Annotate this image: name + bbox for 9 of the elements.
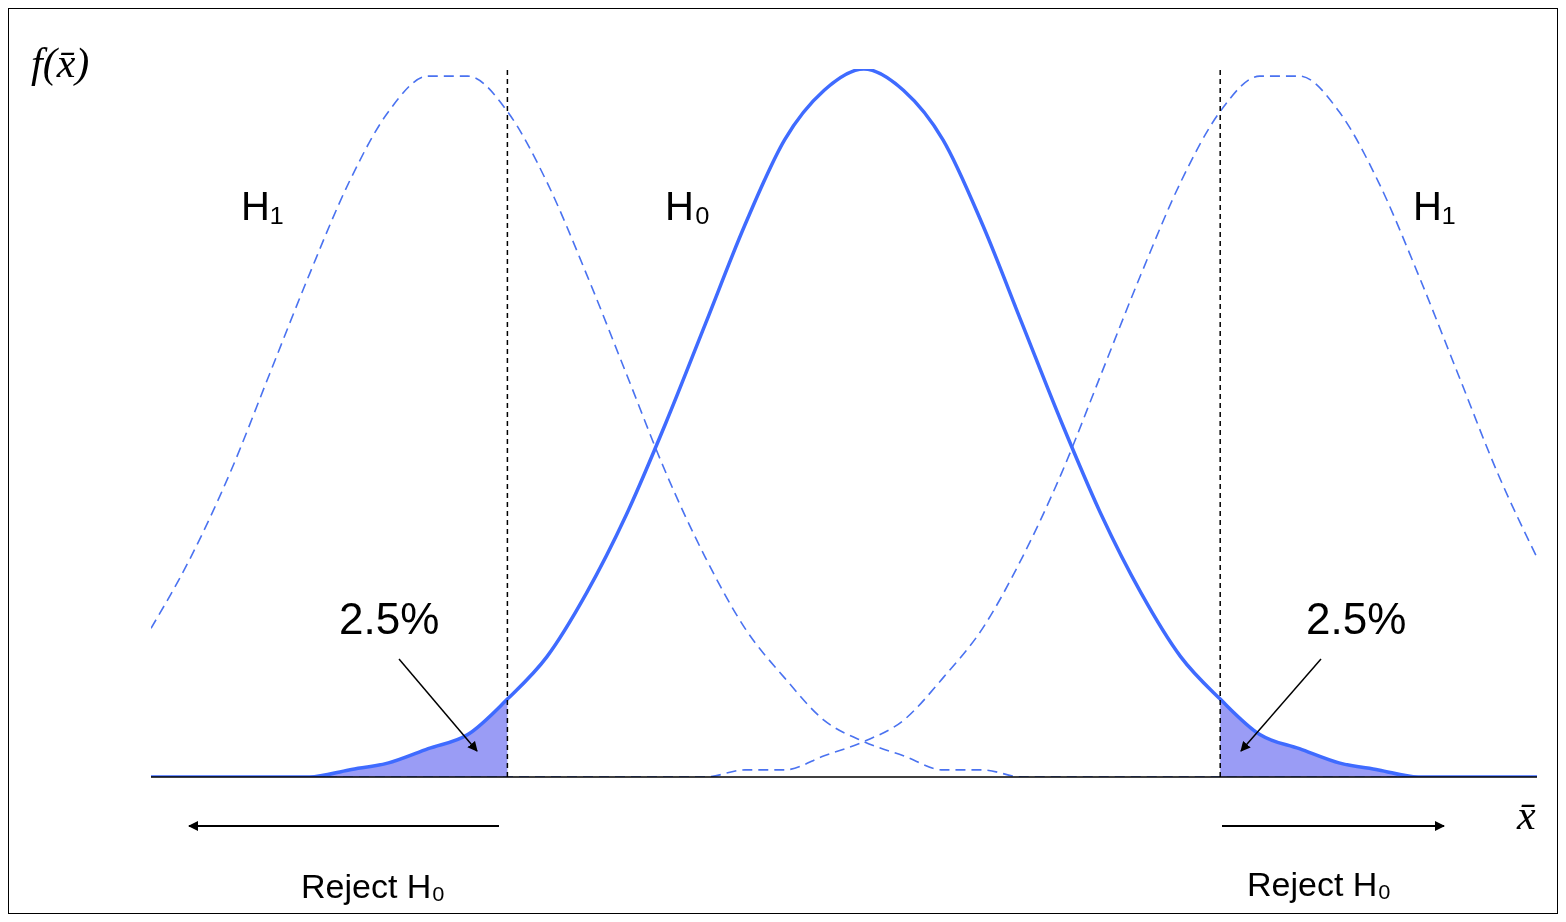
text: Reject H₀	[1247, 865, 1392, 904]
text: Reject H₀	[301, 867, 446, 906]
annotation: 2.5%	[1306, 594, 1407, 644]
annotation: 2.5%	[339, 594, 440, 644]
annotation: H₁	[1413, 184, 1456, 229]
annotation: H₁	[241, 184, 284, 229]
annotation: H₀	[665, 184, 711, 229]
y-axis-title: f(x̄)	[31, 39, 90, 87]
x-axis-title: x̄	[1517, 791, 1536, 839]
